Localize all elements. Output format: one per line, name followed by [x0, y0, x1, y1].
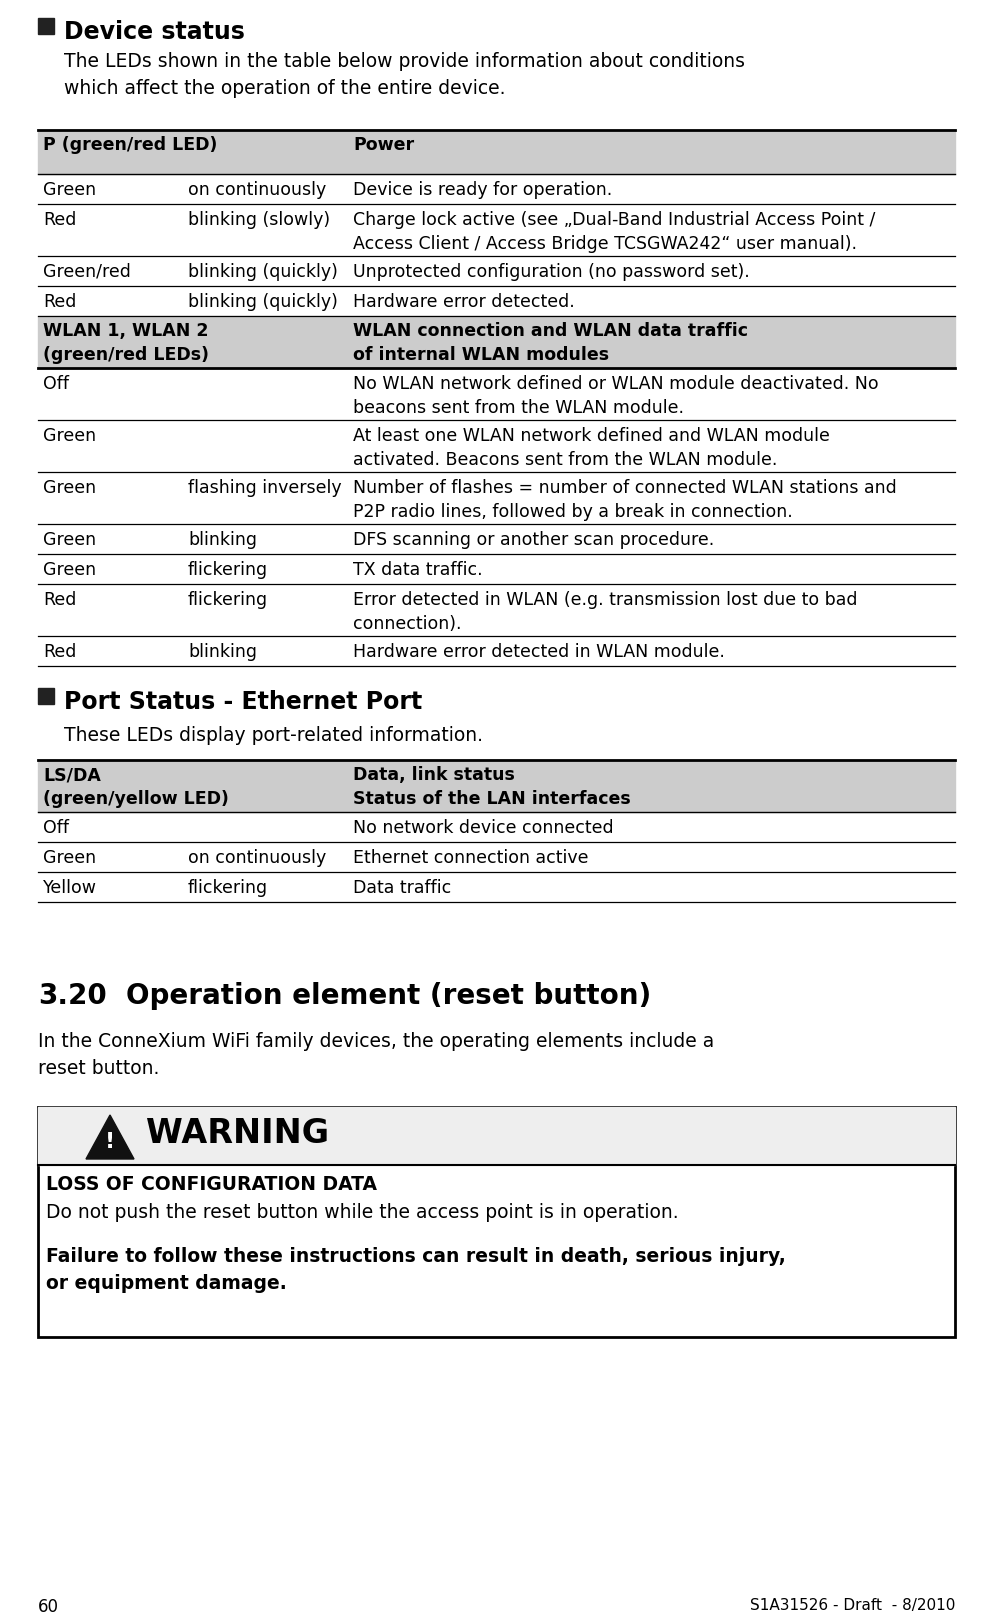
Text: flickering: flickering — [188, 591, 268, 609]
Text: on continuously: on continuously — [188, 181, 326, 199]
Text: Yellow: Yellow — [43, 879, 97, 897]
Text: Data traffic: Data traffic — [353, 879, 452, 897]
Bar — [38, 688, 54, 704]
Text: These LEDs display port-related information.: These LEDs display port-related informat… — [64, 725, 483, 745]
Text: The LEDs shown in the table below provide information about conditions
which aff: The LEDs shown in the table below provid… — [64, 52, 745, 99]
Text: Green: Green — [43, 848, 96, 868]
Text: Charge lock active (see „Dual-Band Industrial Access Point /
Access Client / Acc: Charge lock active (see „Dual-Band Indus… — [353, 210, 875, 253]
Text: Do not push the reset button while the access point is in operation.: Do not push the reset button while the a… — [46, 1203, 679, 1222]
Text: !: ! — [105, 1132, 115, 1153]
Text: Port Status - Ethernet Port: Port Status - Ethernet Port — [64, 690, 422, 714]
Text: Unprotected configuration (no password set).: Unprotected configuration (no password s… — [353, 262, 750, 282]
Text: Data, link status
Status of the LAN interfaces: Data, link status Status of the LAN inte… — [353, 766, 630, 808]
Text: S1A31526 - Draft  - 8/2010: S1A31526 - Draft - 8/2010 — [750, 1598, 955, 1613]
Text: Number of flashes = number of connected WLAN stations and
P2P radio lines, follo: Number of flashes = number of connected … — [353, 479, 897, 521]
Text: WARNING: WARNING — [146, 1117, 329, 1149]
Text: WLAN 1, WLAN 2
(green/red LEDs): WLAN 1, WLAN 2 (green/red LEDs) — [43, 322, 209, 364]
Text: Green: Green — [43, 479, 96, 497]
Text: blinking (slowly): blinking (slowly) — [188, 210, 330, 228]
Text: Green: Green — [43, 531, 96, 549]
Text: flickering: flickering — [188, 562, 268, 580]
Text: 3.20: 3.20 — [38, 983, 107, 1010]
Polygon shape — [86, 1115, 134, 1159]
Bar — [38, 1107, 955, 1166]
Text: Green/red: Green/red — [43, 262, 130, 282]
Text: blinking (quickly): blinking (quickly) — [188, 262, 338, 282]
Text: LOSS OF CONFIGURATION DATA: LOSS OF CONFIGURATION DATA — [46, 1175, 377, 1193]
Text: TX data traffic.: TX data traffic. — [353, 562, 482, 580]
Text: Red: Red — [43, 293, 76, 311]
Text: blinking (quickly): blinking (quickly) — [188, 293, 338, 311]
Text: In the ConneXium WiFi family devices, the operating elements include a
reset but: In the ConneXium WiFi family devices, th… — [38, 1031, 714, 1078]
Text: 60: 60 — [38, 1598, 59, 1616]
Text: Device is ready for operation.: Device is ready for operation. — [353, 181, 613, 199]
Text: WLAN connection and WLAN data traffic
of internal WLAN modules: WLAN connection and WLAN data traffic of… — [353, 322, 748, 364]
Text: No WLAN network defined or WLAN module deactivated. No
beacons sent from the WLA: No WLAN network defined or WLAN module d… — [353, 376, 878, 416]
Bar — [38, 1107, 955, 1337]
Text: Power: Power — [353, 136, 414, 154]
Text: Green: Green — [43, 427, 96, 445]
Text: Off: Off — [43, 376, 69, 393]
Text: Ethernet connection active: Ethernet connection active — [353, 848, 589, 868]
Text: Green: Green — [43, 181, 96, 199]
Text: Hardware error detected in WLAN module.: Hardware error detected in WLAN module. — [353, 643, 725, 661]
Text: Failure to follow these instructions can result in death, serious injury,
or equ: Failure to follow these instructions can… — [46, 1247, 785, 1294]
Text: Device status: Device status — [64, 19, 245, 44]
Text: Red: Red — [43, 210, 76, 228]
Text: Off: Off — [43, 819, 69, 837]
Text: on continuously: on continuously — [188, 848, 326, 868]
Text: flickering: flickering — [188, 879, 268, 897]
Text: P (green/red LED): P (green/red LED) — [43, 136, 217, 154]
Bar — [38, 18, 54, 34]
Text: Red: Red — [43, 643, 76, 661]
Text: Green: Green — [43, 562, 96, 580]
Text: Error detected in WLAN (e.g. transmission lost due to bad
connection).: Error detected in WLAN (e.g. transmissio… — [353, 591, 858, 633]
Bar — [38, 759, 955, 813]
Text: Red: Red — [43, 591, 76, 609]
Text: No network device connected: No network device connected — [353, 819, 614, 837]
Bar — [38, 130, 955, 173]
Text: Operation element (reset button): Operation element (reset button) — [126, 983, 651, 1010]
Bar — [38, 316, 955, 368]
Text: flashing inversely: flashing inversely — [188, 479, 342, 497]
Text: Hardware error detected.: Hardware error detected. — [353, 293, 575, 311]
Text: LS/DA
(green/yellow LED): LS/DA (green/yellow LED) — [43, 766, 229, 808]
Text: blinking: blinking — [188, 531, 257, 549]
Text: blinking: blinking — [188, 643, 257, 661]
Text: At least one WLAN network defined and WLAN module
activated. Beacons sent from t: At least one WLAN network defined and WL… — [353, 427, 830, 468]
Text: DFS scanning or another scan procedure.: DFS scanning or another scan procedure. — [353, 531, 714, 549]
